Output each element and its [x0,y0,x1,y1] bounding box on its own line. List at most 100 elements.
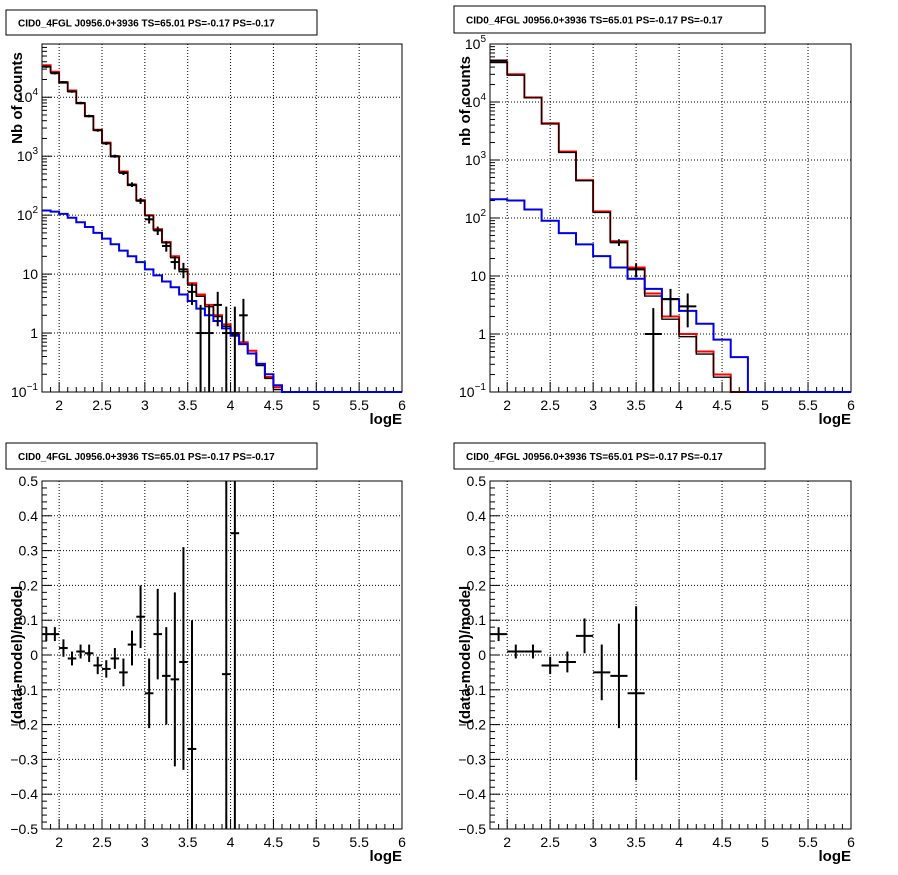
data-point [541,656,559,675]
data-point [93,128,102,132]
y-tick-exponent: 3 [480,150,486,161]
data-point [575,618,594,654]
data-point [558,651,576,673]
y-tick-label: 104 [17,87,39,105]
y-tick-exponent: −1 [475,382,487,393]
x-tick-label: 4 [227,397,235,413]
data-point [59,639,68,657]
y-axis-label: (data-model)/model [9,586,26,724]
x-tick-label: 5.5 [798,397,818,413]
data-point [187,620,197,829]
y-tick-exponent: 5 [480,34,486,45]
data-point [102,660,111,678]
y-tick-base: 10 [465,36,481,52]
y-tick-base: 10 [17,89,33,105]
x-tick-label: 2 [55,834,63,850]
x-tick-label: 4.5 [712,397,732,413]
data-point [59,81,68,84]
y-tick-label: 0.1 [19,612,39,628]
y-tick-label: 0.2 [19,577,39,593]
y-tick-label: 10−1 [459,382,486,400]
y-tick-label: 10−1 [11,382,38,400]
y-tick-label: −0.2 [10,717,38,733]
histogram-series-1 [42,64,402,393]
x-tick-label: 3 [589,397,597,413]
y-axis-label: nb of counts [457,56,474,146]
y-tick-label: 0 [30,647,38,663]
y-tick-exponent: 4 [480,92,486,103]
y-tick-label: 102 [465,208,487,226]
y-axis-label: Nb of counts [9,52,26,144]
y-tick-label: −0.2 [458,717,486,733]
y-tick-label: 0.4 [19,508,39,524]
title-box [453,442,766,470]
y-tick-exponent: 3 [32,146,38,157]
x-tick-label: 2.5 [540,397,560,413]
data-point [119,658,128,687]
y-tick-label: 10 [22,266,38,282]
data-point [179,547,188,770]
y-tick-label: 102 [17,205,39,223]
data-point [196,304,205,392]
data-point [627,606,645,781]
title-box [5,9,318,36]
chart-title: CID0_4FGL J0956.0+3936 TS=65.01 PS=-0.17… [466,452,723,463]
y-tick-exponent: 4 [32,87,38,98]
x-tick-label: 4 [675,397,683,413]
data-point [144,658,154,729]
data-point [490,59,508,62]
data-point [67,90,77,93]
x-tick-label: 2 [503,834,511,850]
y-tick-label: 0 [478,647,486,663]
x-tick-label: 4 [227,834,235,850]
y-tick-label: −0.5 [458,821,486,837]
chart-panel-4: CID0_4FGL J0956.0+3936 TS=65.01 PS=-0.17… [453,442,855,865]
data-point [50,627,60,642]
data-point [490,627,508,642]
x-tick-label: 3.5 [626,397,646,413]
data-point [230,306,240,392]
y-tick-label: −0.5 [10,821,38,837]
x-tick-label: 5 [761,834,769,850]
x-axis-label: logE [370,848,403,865]
y-tick-label: −0.1 [458,682,486,698]
data-point [213,291,222,327]
chart-panel-1: CID0_4FGL J0956.0+3936 TS=65.01 PS=-0.17… [5,9,406,428]
data-point [524,644,542,659]
x-tick-label: 3.5 [178,397,198,413]
y-tick-label: 10 [470,268,486,284]
grid-lines [42,44,403,392]
x-tick-label: 2.5 [92,397,112,413]
x-tick-label: 5 [312,397,320,413]
x-tick-label: 6 [398,834,406,850]
y-tick-label: −0.1 [10,682,38,698]
histogram-series-3 [490,198,851,393]
y-tick-label: 105 [465,34,487,52]
x-tick-label: 4.5 [712,834,732,850]
y-axis-label: (data-model)/model [457,586,474,724]
data-point [170,256,180,270]
data-point [50,72,60,75]
data-point [644,308,662,392]
data-point [127,182,137,188]
x-tick-label: 6 [847,834,855,850]
data-point [110,154,120,158]
y-tick-exponent: −1 [27,382,39,393]
grid-lines [490,43,852,392]
x-tick-label: 5.5 [798,834,818,850]
x-axis-label: logE [370,411,403,428]
data-point [179,262,188,279]
y-tick-label: 103 [17,146,39,164]
data-point [610,623,628,729]
x-tick-label: 5.5 [349,834,369,850]
chart-panel-3: CID0_4FGL J0956.0+3936 TS=65.01 PS=-0.17… [5,442,406,865]
y-tick-label: 0.3 [467,543,487,559]
data-point [679,293,697,328]
data-point [162,241,171,252]
y-tick-base: 10 [11,384,27,400]
title-box [453,5,766,34]
y-tick-label: 0.2 [467,577,487,593]
y-tick-label: 1 [478,326,486,342]
grid-lines [490,481,852,829]
data-point [67,651,77,666]
